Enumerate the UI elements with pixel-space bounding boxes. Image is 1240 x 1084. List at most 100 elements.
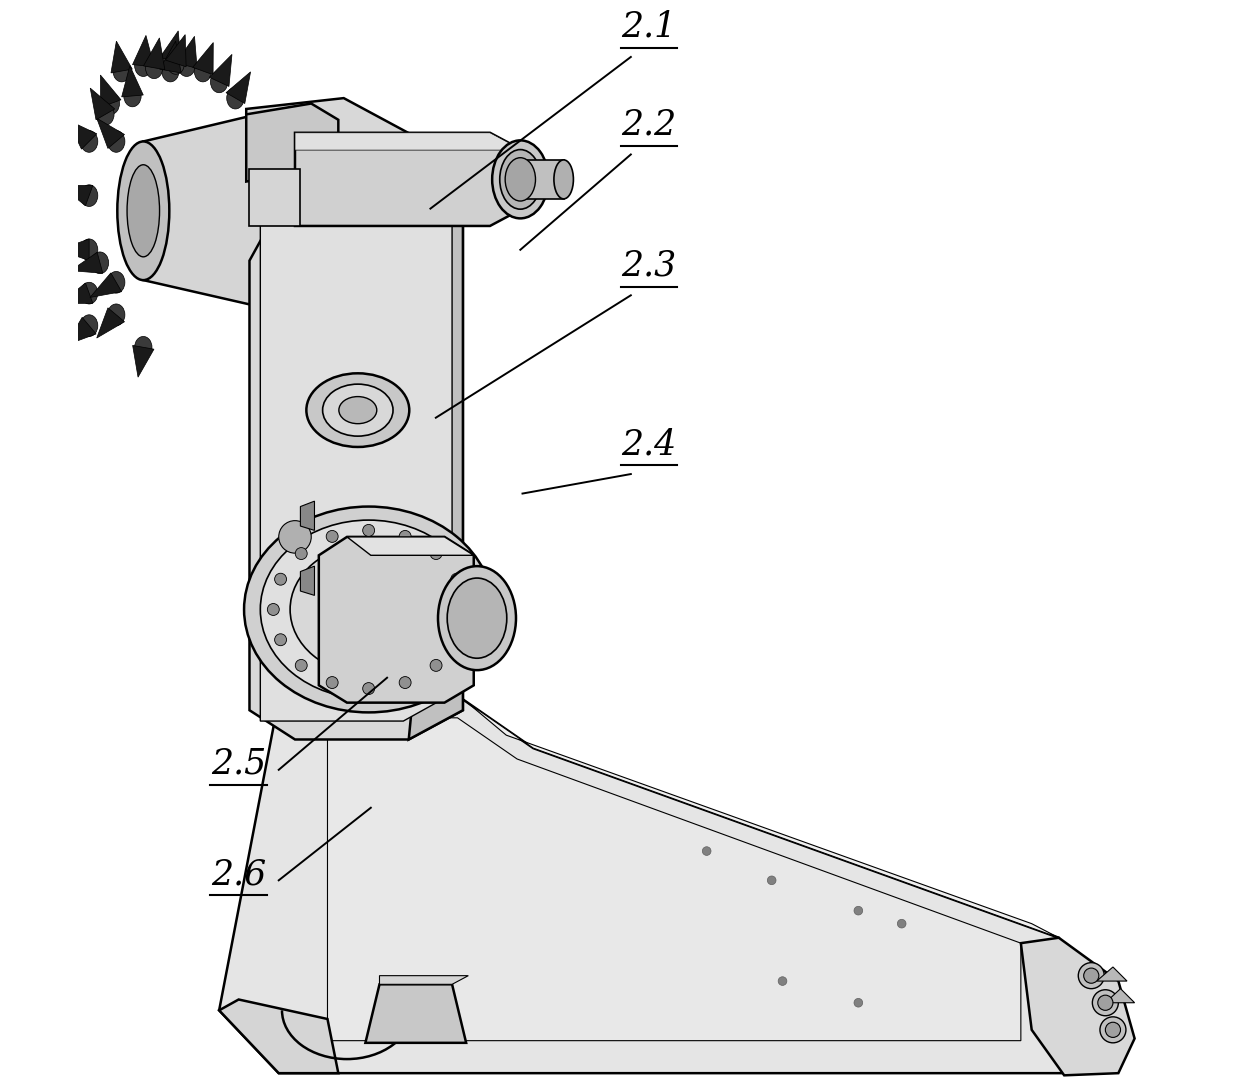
Polygon shape [91,88,115,120]
Ellipse shape [108,130,125,152]
Text: 2.2: 2.2 [621,107,677,141]
Polygon shape [366,984,466,1043]
Polygon shape [247,99,419,206]
Ellipse shape [81,282,98,304]
Polygon shape [110,41,133,73]
Ellipse shape [135,336,153,358]
Polygon shape [91,273,122,297]
Ellipse shape [81,238,98,260]
Polygon shape [319,537,474,702]
Circle shape [268,604,279,616]
Circle shape [279,520,311,553]
Ellipse shape [505,157,536,201]
Polygon shape [160,31,181,63]
Polygon shape [249,136,463,739]
Ellipse shape [81,314,98,336]
Polygon shape [260,146,453,721]
Circle shape [768,876,776,885]
Text: 2.1: 2.1 [621,10,677,44]
Polygon shape [61,185,93,206]
Ellipse shape [135,55,153,77]
Polygon shape [249,168,300,225]
Polygon shape [165,35,186,67]
Polygon shape [1096,967,1127,981]
Polygon shape [176,37,197,68]
Polygon shape [300,501,315,530]
Ellipse shape [554,159,573,198]
Circle shape [362,525,374,537]
Circle shape [779,977,787,985]
Polygon shape [295,132,522,225]
Polygon shape [144,115,339,306]
Polygon shape [97,308,124,338]
Ellipse shape [195,61,212,82]
Ellipse shape [108,304,125,325]
Ellipse shape [126,165,160,257]
Ellipse shape [118,141,170,280]
Ellipse shape [179,55,196,77]
Ellipse shape [306,373,409,447]
Text: 2.5: 2.5 [211,747,267,780]
Circle shape [451,634,463,646]
Circle shape [1105,1022,1121,1037]
Ellipse shape [227,88,244,109]
Polygon shape [1021,938,1135,1075]
Circle shape [362,683,374,695]
Ellipse shape [113,61,130,82]
Circle shape [295,659,308,671]
Polygon shape [68,120,97,150]
Circle shape [854,998,863,1007]
Circle shape [1084,968,1099,983]
Circle shape [702,847,711,855]
Polygon shape [1105,989,1135,1003]
Polygon shape [300,566,315,595]
Text: 2.4: 2.4 [621,427,677,461]
Ellipse shape [260,520,477,699]
Polygon shape [71,253,103,273]
Ellipse shape [167,53,185,75]
Polygon shape [61,283,93,304]
Ellipse shape [290,544,448,674]
Ellipse shape [339,397,377,424]
Ellipse shape [438,566,516,670]
Text: 2.3: 2.3 [621,248,677,282]
Polygon shape [210,54,232,87]
Polygon shape [160,41,181,73]
Ellipse shape [492,140,548,218]
Polygon shape [58,238,89,260]
Circle shape [1097,995,1114,1010]
Ellipse shape [448,578,507,658]
Polygon shape [133,36,154,66]
Circle shape [430,659,441,671]
Polygon shape [226,72,250,104]
Polygon shape [295,132,522,150]
Circle shape [1092,990,1118,1016]
Polygon shape [521,159,564,198]
Polygon shape [409,136,463,739]
Ellipse shape [161,61,179,82]
Polygon shape [219,699,1107,1073]
Polygon shape [133,346,154,377]
Circle shape [274,634,286,646]
Polygon shape [379,976,469,984]
Polygon shape [66,318,97,345]
Polygon shape [347,537,474,555]
Circle shape [1100,1017,1126,1043]
Ellipse shape [97,104,114,126]
Ellipse shape [322,384,393,436]
Circle shape [399,676,412,688]
Polygon shape [122,66,144,96]
Polygon shape [327,718,1021,1041]
Circle shape [458,604,470,616]
Circle shape [854,906,863,915]
Polygon shape [273,685,1059,938]
Polygon shape [247,104,339,181]
Circle shape [898,919,906,928]
Ellipse shape [500,150,541,209]
Circle shape [295,547,308,559]
Ellipse shape [102,93,119,115]
Ellipse shape [124,86,141,107]
Ellipse shape [211,72,228,93]
Circle shape [326,676,339,688]
Ellipse shape [92,251,109,273]
